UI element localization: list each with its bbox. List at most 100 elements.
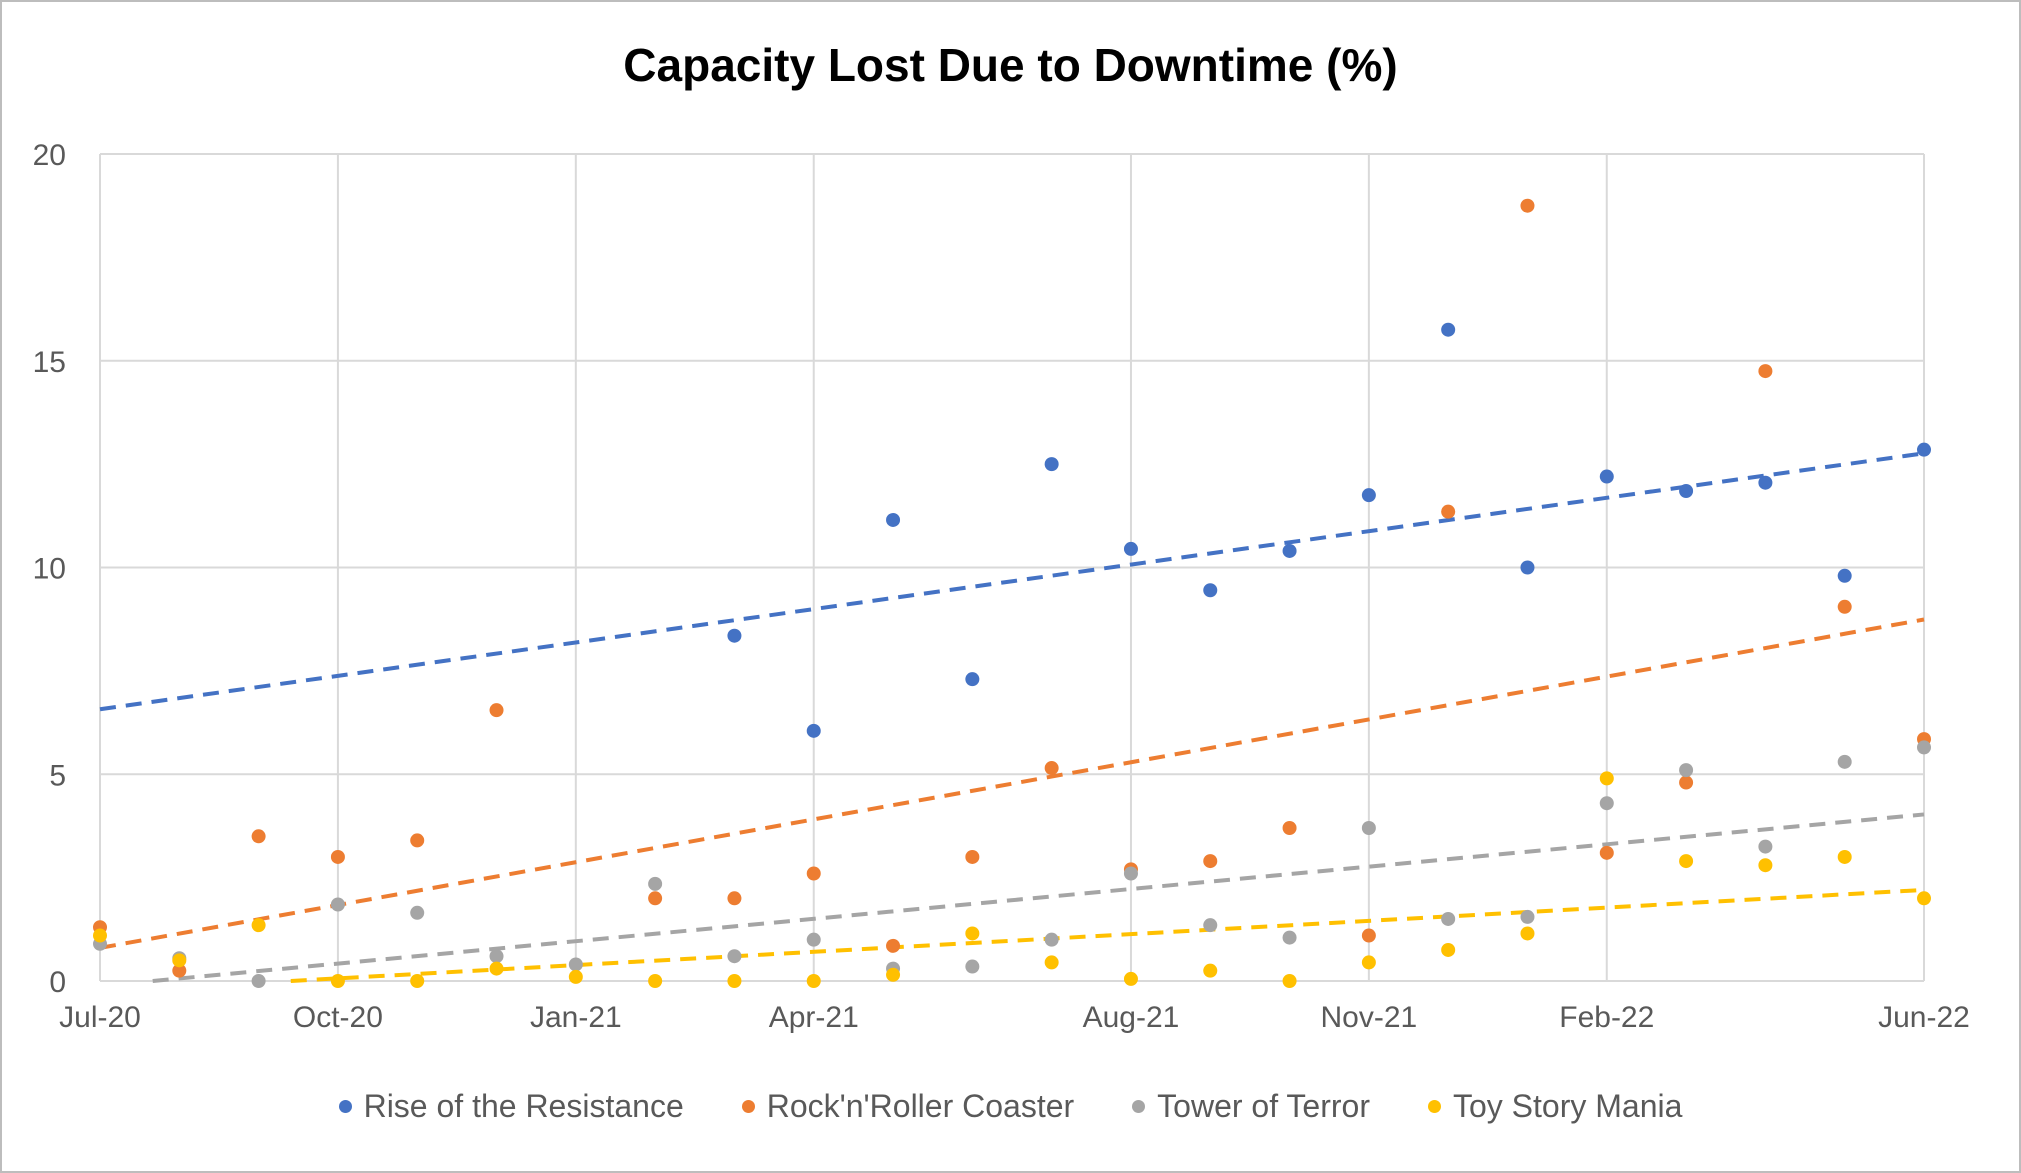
data-point xyxy=(886,938,901,953)
data-point xyxy=(1599,469,1614,484)
x-tick-label: Nov-21 xyxy=(1321,1001,1418,1034)
data-point xyxy=(330,897,345,912)
data-point xyxy=(1599,796,1614,811)
data-point xyxy=(489,961,504,976)
data-point xyxy=(1282,930,1297,945)
legend-marker xyxy=(1132,1100,1146,1113)
data-point xyxy=(965,672,980,687)
data-point xyxy=(1441,322,1456,337)
data-point xyxy=(1361,488,1376,503)
legend-marker xyxy=(1427,1100,1441,1113)
x-tick-label: Aug-21 xyxy=(1083,1001,1180,1034)
data-point xyxy=(1837,849,1852,864)
data-point xyxy=(806,723,821,738)
data-point xyxy=(1123,541,1138,556)
data-point xyxy=(727,974,742,988)
data-point xyxy=(568,969,583,984)
data-point xyxy=(806,866,821,881)
data-point xyxy=(251,829,266,844)
data-point xyxy=(1441,942,1456,957)
legend-label: Toy Story Mania xyxy=(1452,1088,1683,1124)
legend-label: Tower of Terror xyxy=(1157,1088,1370,1124)
x-tick-label: Jul-20 xyxy=(59,1001,141,1034)
data-point xyxy=(93,928,107,943)
data-point xyxy=(648,891,663,906)
data-point xyxy=(806,974,821,988)
data-point xyxy=(410,974,425,988)
data-point xyxy=(727,949,742,964)
data-point xyxy=(489,949,504,964)
data-point xyxy=(1282,821,1297,836)
y-tick-label: 20 xyxy=(33,139,66,172)
data-point xyxy=(1599,845,1614,860)
x-tick-label: Jan-21 xyxy=(530,1001,622,1034)
data-point xyxy=(1441,504,1456,519)
data-point xyxy=(1282,974,1297,988)
x-tick-label: Jun-22 xyxy=(1878,1001,1970,1034)
legend-item: Tower of Terror xyxy=(1132,1088,1370,1125)
data-point xyxy=(1837,568,1852,583)
data-point xyxy=(1123,971,1138,986)
data-point xyxy=(1520,560,1535,575)
trendline xyxy=(99,451,1925,712)
trendline xyxy=(290,887,1925,983)
x-tick-label: Feb-22 xyxy=(1559,1001,1654,1034)
data-point xyxy=(489,703,504,718)
data-point xyxy=(1203,963,1218,978)
legend-marker xyxy=(741,1100,755,1113)
data-point xyxy=(1758,839,1773,854)
data-point xyxy=(1282,543,1297,558)
trendline xyxy=(152,812,1925,983)
data-point xyxy=(1758,364,1773,379)
y-tick-label: 15 xyxy=(33,346,66,379)
legend-item: Rock'n'Roller Coaster xyxy=(741,1088,1074,1125)
data-point xyxy=(1679,854,1694,869)
data-point xyxy=(965,959,980,974)
axis-labels: 0 5 10 15 20 Jul-20 Oct-20 Jan-21 Apr-21 Aug-21 No… xyxy=(33,139,1970,1034)
data-point xyxy=(1123,866,1138,881)
y-tick-label: 10 xyxy=(33,553,66,586)
data-point xyxy=(1203,854,1218,869)
data-point xyxy=(251,974,266,988)
data-point xyxy=(1520,909,1535,924)
data-point xyxy=(1441,911,1456,926)
data-point xyxy=(1520,926,1535,941)
data-point xyxy=(1044,955,1059,970)
data-point xyxy=(1599,771,1614,786)
data-point xyxy=(727,891,742,906)
data-point xyxy=(1044,457,1059,472)
trendline xyxy=(99,617,1925,950)
data-point xyxy=(1203,918,1218,933)
data-point xyxy=(1679,484,1694,499)
data-point xyxy=(1361,821,1376,836)
data-point xyxy=(172,963,187,978)
trendlines xyxy=(99,451,1925,983)
data-point xyxy=(1917,442,1931,457)
data-point xyxy=(1917,891,1931,906)
legend-item: Rise of the Resistance xyxy=(338,1088,684,1125)
data-point xyxy=(727,628,742,643)
chart-legend: Rise of the Resistance Rock'n'Roller Coas… xyxy=(0,1088,2021,1125)
data-point xyxy=(1520,198,1535,213)
legend-label: Rise of the Resistance xyxy=(363,1088,684,1124)
y-tick-label: 5 xyxy=(49,759,66,792)
data-points xyxy=(93,198,1931,988)
data-point xyxy=(1044,932,1059,947)
data-point xyxy=(410,905,425,920)
data-point xyxy=(965,849,980,864)
data-point xyxy=(1361,955,1376,970)
data-point xyxy=(965,926,980,941)
chart-title: Capacity Lost Due to Downtime (%) xyxy=(623,39,1398,91)
data-point xyxy=(1203,583,1218,598)
legend-item: Toy Story Mania xyxy=(1427,1088,1683,1125)
data-point xyxy=(1758,475,1773,490)
data-point xyxy=(568,957,583,972)
data-point xyxy=(1837,754,1852,769)
data-point xyxy=(1917,740,1931,755)
data-point xyxy=(648,974,663,988)
data-point xyxy=(886,967,901,982)
data-point xyxy=(886,512,901,527)
data-point xyxy=(648,876,663,891)
y-tick-label: 0 xyxy=(49,966,66,999)
